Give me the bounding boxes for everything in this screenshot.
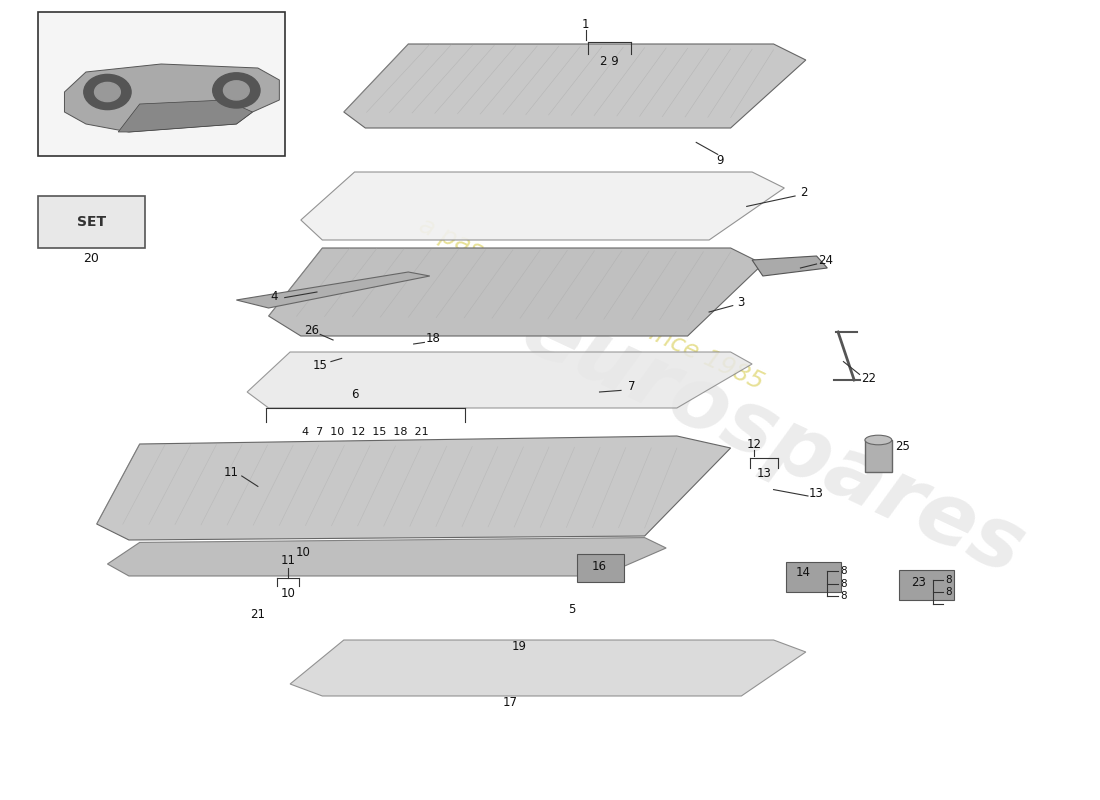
Text: 24: 24	[817, 254, 833, 266]
FancyBboxPatch shape	[578, 554, 624, 582]
Text: 23: 23	[911, 576, 926, 589]
Text: 22: 22	[860, 372, 876, 385]
Text: 6: 6	[351, 388, 359, 401]
Text: 8: 8	[840, 566, 847, 576]
Polygon shape	[118, 100, 253, 132]
Text: 18: 18	[426, 332, 440, 345]
Text: 8: 8	[945, 575, 952, 585]
Circle shape	[223, 81, 250, 100]
Polygon shape	[108, 538, 667, 576]
Text: 11: 11	[280, 554, 296, 566]
Polygon shape	[344, 44, 806, 128]
Text: 10: 10	[296, 546, 310, 558]
Text: 14: 14	[796, 566, 811, 579]
Text: 9: 9	[716, 154, 724, 166]
Polygon shape	[290, 640, 806, 696]
FancyBboxPatch shape	[37, 12, 285, 156]
Polygon shape	[865, 440, 892, 472]
Text: 8: 8	[840, 591, 847, 601]
Text: 4  7  10  12  15  18  21: 4 7 10 12 15 18 21	[302, 427, 429, 437]
FancyBboxPatch shape	[900, 570, 954, 600]
Text: 3: 3	[738, 296, 745, 309]
Text: 26: 26	[304, 324, 319, 337]
Text: 7: 7	[628, 380, 636, 393]
Text: 5: 5	[568, 603, 575, 616]
Text: 4: 4	[271, 290, 277, 302]
Polygon shape	[65, 64, 279, 132]
Text: 20: 20	[84, 252, 99, 265]
Ellipse shape	[865, 435, 892, 445]
Text: 25: 25	[895, 440, 910, 453]
Text: 19: 19	[512, 640, 527, 653]
Circle shape	[212, 73, 260, 108]
Polygon shape	[236, 272, 430, 308]
Text: a passion for parts since 1985: a passion for parts since 1985	[415, 214, 767, 394]
Text: 17: 17	[503, 696, 518, 709]
Circle shape	[84, 74, 131, 110]
Text: 12: 12	[747, 438, 761, 450]
Text: 11: 11	[223, 466, 239, 478]
Text: 2 9: 2 9	[600, 55, 618, 68]
Text: 13: 13	[810, 487, 824, 500]
Polygon shape	[97, 436, 730, 540]
Text: 2: 2	[800, 186, 807, 198]
FancyBboxPatch shape	[786, 562, 842, 592]
FancyBboxPatch shape	[37, 196, 145, 248]
Polygon shape	[268, 248, 762, 336]
Text: 15: 15	[312, 359, 328, 372]
Text: 16: 16	[592, 560, 607, 573]
Text: 10: 10	[280, 587, 296, 600]
Text: 13: 13	[757, 467, 771, 480]
Text: SET: SET	[77, 215, 106, 229]
Circle shape	[95, 82, 120, 102]
Text: eurospares: eurospares	[509, 287, 1038, 593]
Text: 1: 1	[582, 18, 590, 30]
Text: 8: 8	[945, 587, 952, 597]
Polygon shape	[752, 256, 827, 276]
Text: 8: 8	[840, 579, 847, 589]
Text: 21: 21	[251, 608, 265, 621]
Polygon shape	[248, 352, 752, 408]
Polygon shape	[300, 172, 784, 240]
